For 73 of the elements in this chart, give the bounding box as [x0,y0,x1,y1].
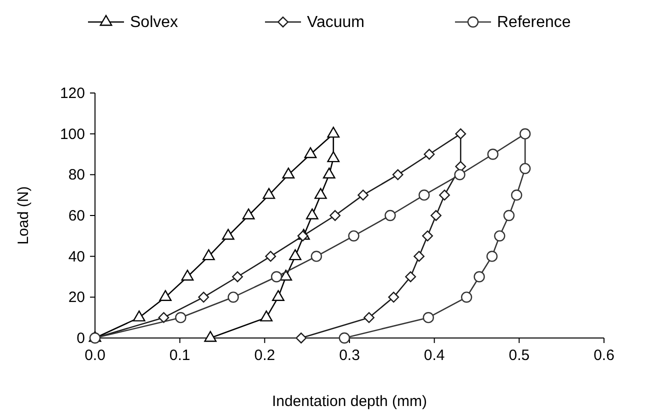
point [474,271,485,282]
point [289,249,302,260]
x-tick-label: 0.1 [169,347,190,364]
point [175,312,186,324]
point [414,250,425,262]
point [322,168,336,179]
x-axis-title: Indentation depth (mm) [272,393,428,410]
x-tick-label: 0.0 [84,347,106,364]
y-tick-label: 20 [68,289,85,306]
x-tick-label: 0.4 [424,347,445,364]
point [232,271,243,282]
y-tick-label: 40 [68,248,85,266]
point [265,250,276,262]
y-tick-label: 60 [68,208,85,224]
point [272,290,284,302]
point [422,230,433,242]
point [430,210,442,221]
legend-label: Vacuum [307,14,365,31]
point [338,332,350,344]
point [439,190,450,201]
y-tick-label: 120 [60,85,85,102]
point [204,330,217,342]
point [282,168,295,179]
point [487,148,498,160]
point [405,271,416,282]
point [388,292,400,303]
point [520,162,531,174]
point [270,271,282,282]
point [158,312,170,324]
point [296,332,307,344]
point [494,230,506,242]
point [228,292,239,303]
point [314,188,327,199]
point [262,188,276,199]
point [242,208,255,220]
y-tick-label: 0 [76,330,85,347]
point [327,126,340,138]
point [418,190,430,201]
point [503,210,515,222]
point [310,250,322,262]
point [306,208,318,220]
legend-label: Reference [497,14,571,31]
point [327,151,340,162]
point [132,310,146,322]
point [260,310,273,322]
point [358,190,369,201]
point [455,128,466,140]
point [202,249,215,260]
x-tick-label: 0.5 [508,347,530,364]
point [384,210,396,222]
point [330,210,341,221]
x-tick-label: 0.2 [254,347,276,364]
point [181,270,194,281]
point [364,312,374,324]
y-tick-label: 80 [68,166,85,184]
point [511,190,522,201]
point [222,228,234,240]
point [422,312,434,324]
point [392,169,404,180]
x-tick-label: 0.3 [339,347,360,364]
point [486,250,498,262]
point [198,292,210,303]
point [304,147,317,158]
point [424,148,435,160]
point [348,230,360,242]
y-axis-title: Load (N) [15,186,32,245]
legend-label: Solvex [130,14,178,31]
point [454,169,466,180]
point [520,128,531,140]
y-tick-label: 100 [60,126,85,143]
x-tick-label: 0.6 [594,347,614,364]
point [159,290,172,302]
point [460,292,472,303]
